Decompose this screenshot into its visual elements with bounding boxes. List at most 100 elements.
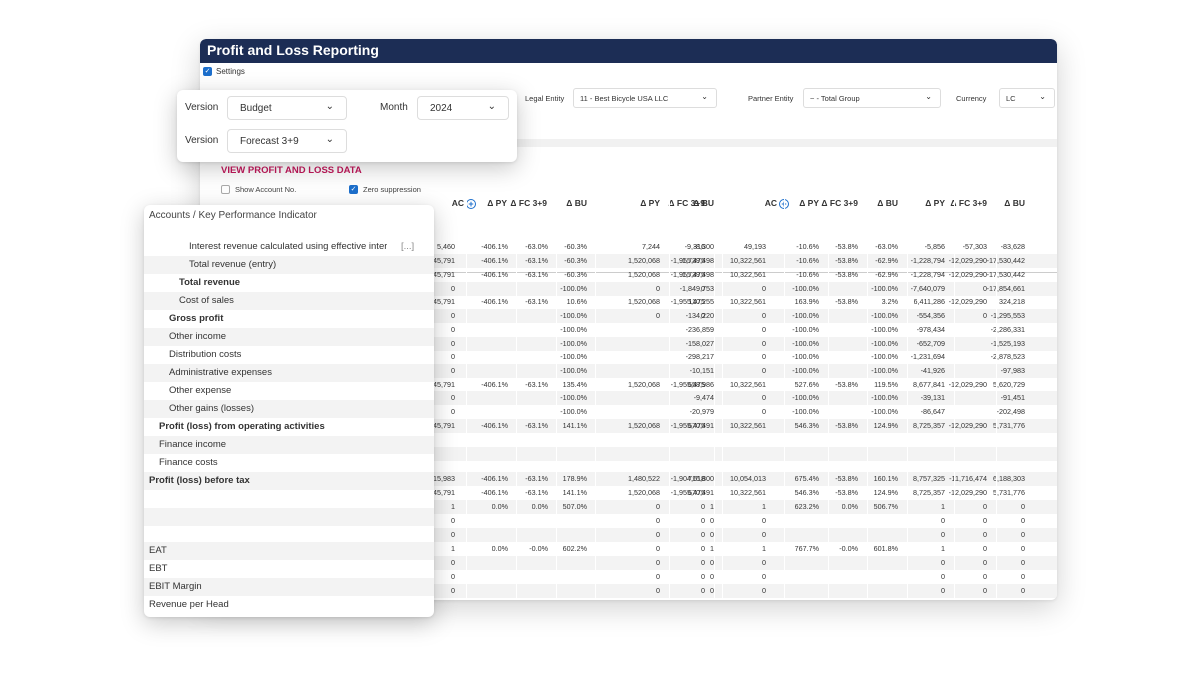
- table-cell[interactable]: 0: [710, 558, 714, 567]
- table-cell[interactable]: -63.1%: [525, 421, 548, 430]
- table-cell[interactable]: -20,979: [689, 407, 714, 416]
- table-cell[interactable]: 0: [762, 366, 766, 375]
- table-cell[interactable]: -57,303: [962, 242, 987, 251]
- table-cell[interactable]: 0: [656, 516, 660, 525]
- table-cell[interactable]: -12,029,290: [948, 488, 987, 497]
- table-cell[interactable]: 1: [941, 502, 945, 511]
- table-cell[interactable]: 0: [1021, 544, 1025, 553]
- table-cell[interactable]: 0: [451, 339, 455, 348]
- table-cell[interactable]: 10,322,561: [730, 297, 766, 306]
- kpi-row[interactable]: [144, 508, 434, 526]
- table-cell[interactable]: -100.0%: [871, 311, 898, 320]
- table-cell[interactable]: -1,228,794: [910, 270, 945, 279]
- table-cell[interactable]: -53.8%: [835, 421, 858, 430]
- table-cell[interactable]: -134,220: [685, 311, 714, 320]
- table-cell[interactable]: -63.1%: [525, 256, 548, 265]
- table-cell[interactable]: -63.1%: [525, 270, 548, 279]
- table-cell[interactable]: 0: [1021, 516, 1025, 525]
- table-cell[interactable]: 0: [656, 284, 660, 293]
- table-cell[interactable]: -63.0%: [875, 242, 898, 251]
- kpi-row[interactable]: Interest revenue calculated using effect…: [144, 238, 434, 256]
- table-cell[interactable]: 0: [762, 284, 766, 293]
- table-cell[interactable]: 0: [762, 311, 766, 320]
- kpi-row[interactable]: Revenue per Head: [144, 596, 434, 614]
- table-cell[interactable]: 602.2%: [562, 544, 587, 553]
- table-cell[interactable]: 5,620,729: [993, 380, 1025, 389]
- kpi-row[interactable]: Profit (loss) before tax: [144, 472, 434, 490]
- table-cell[interactable]: -9,316: [684, 242, 705, 251]
- table-cell[interactable]: -8,300: [693, 242, 714, 251]
- table-cell[interactable]: -1,955,475: [670, 421, 705, 430]
- table-cell[interactable]: 0: [701, 516, 705, 525]
- table-cell[interactable]: 1,520,068: [628, 488, 660, 497]
- table-cell[interactable]: 675.4%: [794, 474, 819, 483]
- table-cell[interactable]: 0: [656, 311, 660, 320]
- table-cell[interactable]: -100.0%: [871, 339, 898, 348]
- table-cell[interactable]: 507.0%: [562, 502, 587, 511]
- table-cell[interactable]: -91,451: [1000, 393, 1025, 402]
- zero-suppression-toggle[interactable]: ✓ Zero suppression: [349, 185, 421, 194]
- kpi-row[interactable]: Cost of sales: [144, 292, 434, 310]
- table-cell[interactable]: -406.1%: [481, 270, 508, 279]
- table-cell[interactable]: 658,986: [688, 380, 714, 389]
- table-cell[interactable]: -41,926: [920, 366, 945, 375]
- table-cell[interactable]: 0: [762, 407, 766, 416]
- table-cell[interactable]: 0: [941, 572, 945, 581]
- table-cell[interactable]: -100.0%: [792, 352, 819, 361]
- table-cell[interactable]: 8,677,841: [913, 380, 945, 389]
- kpi-row[interactable]: Profit (loss) from operating activities: [144, 418, 434, 436]
- table-cell[interactable]: 1: [710, 502, 714, 511]
- table-cell[interactable]: 670,491: [688, 488, 714, 497]
- table-cell[interactable]: 0: [451, 352, 455, 361]
- table-cell[interactable]: 715,800: [688, 474, 714, 483]
- show-account-checkbox[interactable]: [221, 185, 230, 194]
- table-cell[interactable]: -100.0%: [560, 325, 587, 334]
- table-cell[interactable]: 6,188,303: [993, 474, 1025, 483]
- table-cell[interactable]: -202,498: [996, 407, 1025, 416]
- table-cell[interactable]: 0: [762, 516, 766, 525]
- table-cell[interactable]: 0: [656, 530, 660, 539]
- table-cell[interactable]: 0: [941, 516, 945, 525]
- table-cell[interactable]: 0: [983, 572, 987, 581]
- table-cell[interactable]: -12,029,290: [948, 421, 987, 430]
- table-cell[interactable]: 0: [701, 586, 705, 595]
- table-cell[interactable]: 1: [710, 544, 714, 553]
- zero-suppression-checkbox[interactable]: ✓: [349, 185, 358, 194]
- show-account-toggle[interactable]: Show Account No.: [221, 185, 296, 194]
- table-cell[interactable]: -100.0%: [792, 325, 819, 334]
- table-cell[interactable]: 0: [941, 586, 945, 595]
- table-cell[interactable]: 0: [710, 530, 714, 539]
- table-cell[interactable]: 0.0%: [491, 502, 508, 511]
- table-cell[interactable]: -100.0%: [560, 393, 587, 402]
- table-cell[interactable]: -12,029,290: [948, 380, 987, 389]
- kpi-row[interactable]: EBT: [144, 560, 434, 578]
- table-cell[interactable]: -100.0%: [871, 407, 898, 416]
- table-cell[interactable]: 0: [701, 284, 705, 293]
- kpi-row[interactable]: Finance costs: [144, 454, 434, 472]
- table-cell[interactable]: -100.0%: [560, 366, 587, 375]
- table-cell[interactable]: 0: [983, 284, 987, 293]
- table-cell[interactable]: 0: [451, 366, 455, 375]
- table-cell[interactable]: -100.0%: [560, 407, 587, 416]
- table-cell[interactable]: -0.0%: [529, 544, 548, 553]
- table-cell[interactable]: -978,434: [916, 325, 945, 334]
- table-cell[interactable]: -100.0%: [871, 284, 898, 293]
- partner-entity-select[interactable]: ~ - Total Group ⌄: [803, 88, 941, 108]
- table-cell[interactable]: 1,145,791: [423, 256, 455, 265]
- expand-ellipsis[interactable]: [...]: [401, 241, 415, 252]
- table-cell[interactable]: 5,731,776: [993, 421, 1025, 430]
- table-cell[interactable]: -10,151: [689, 366, 714, 375]
- table-cell[interactable]: 0: [656, 572, 660, 581]
- table-cell[interactable]: -100.0%: [871, 325, 898, 334]
- table-cell[interactable]: -406.1%: [481, 474, 508, 483]
- table-cell[interactable]: 178.9%: [562, 474, 587, 483]
- table-cell[interactable]: 0: [762, 393, 766, 402]
- table-cell[interactable]: -1,849,753: [679, 284, 714, 293]
- table-cell[interactable]: 670,491: [688, 421, 714, 430]
- kpi-row[interactable]: Other income: [144, 328, 434, 346]
- kpi-row[interactable]: Total revenue: [144, 274, 434, 292]
- kpi-row[interactable]: [144, 490, 434, 508]
- table-cell[interactable]: -5,856: [924, 242, 945, 251]
- table-cell[interactable]: -1,739,498: [679, 256, 714, 265]
- table-cell[interactable]: -83,628: [1000, 242, 1025, 251]
